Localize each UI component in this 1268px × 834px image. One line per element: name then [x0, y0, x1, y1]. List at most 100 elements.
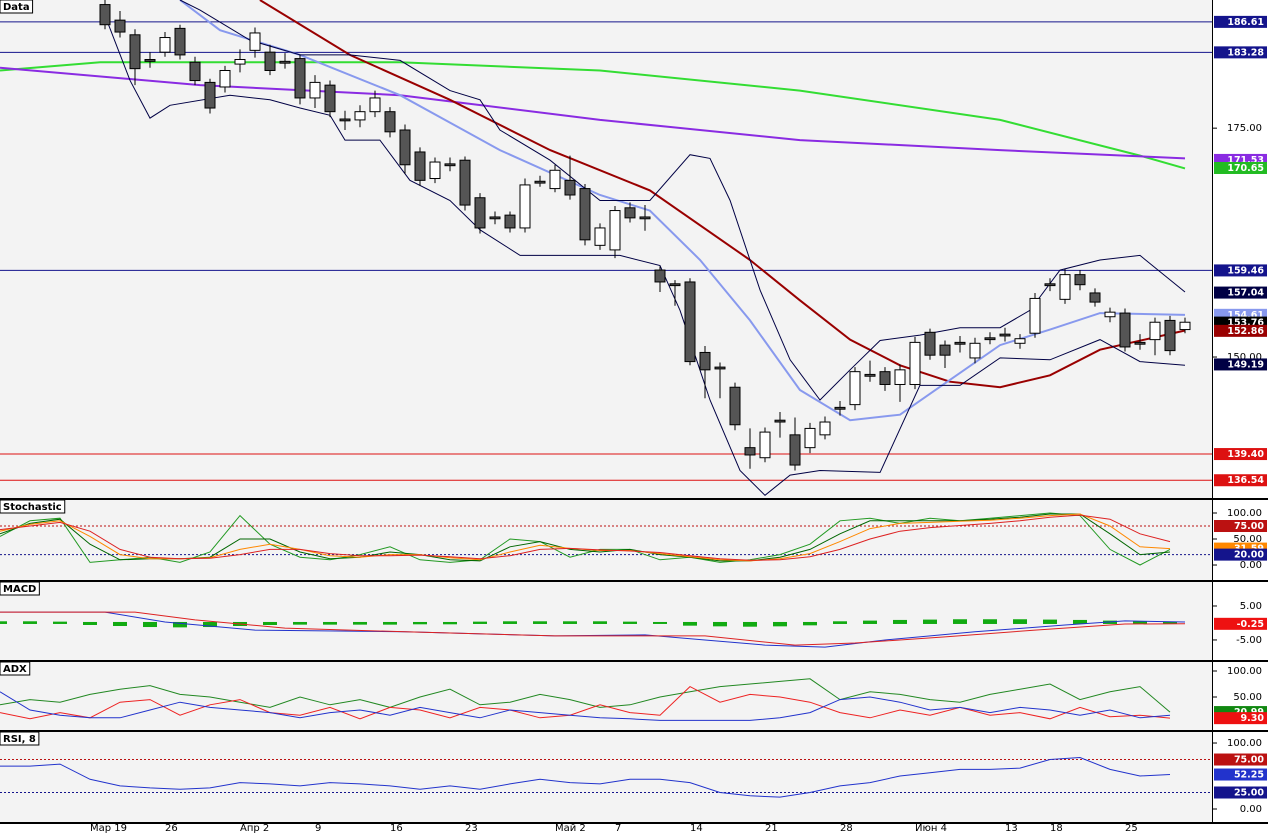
- candle-body: [999, 333, 1011, 337]
- candle-body: [279, 60, 291, 64]
- indicator-line: [0, 678, 1171, 713]
- candle-body: [99, 4, 111, 26]
- candle-body: [429, 161, 441, 180]
- candle-body: [804, 427, 816, 449]
- candle-body: [1134, 341, 1146, 345]
- histogram-bar: [443, 621, 457, 625]
- histogram-bar: [713, 621, 727, 627]
- price-tag-label: 20.00: [1234, 550, 1264, 561]
- price-tag-label: 9.30: [1241, 713, 1265, 724]
- candle-body: [894, 369, 906, 385]
- candle-body: [969, 342, 981, 359]
- candle-body: [1089, 292, 1101, 303]
- histogram-bar: [983, 619, 997, 624]
- candle-body: [309, 81, 321, 99]
- candle-body: [189, 61, 201, 82]
- candle-body: [684, 281, 696, 363]
- price-tag-label: 183.28: [1227, 47, 1264, 58]
- price-tag: [1214, 46, 1267, 59]
- panel-title: Data: [3, 2, 30, 13]
- candle-body: [714, 366, 726, 370]
- x-tick-label: 28: [840, 823, 853, 834]
- candle-body: [159, 37, 171, 53]
- histogram-bar: [533, 621, 547, 624]
- histogram-bar: [1043, 619, 1057, 624]
- histogram-bar: [53, 621, 67, 624]
- histogram-bar: [383, 621, 397, 625]
- panel-title: RSI, 8: [3, 734, 36, 745]
- x-tick-label: 26: [165, 823, 178, 834]
- candle-body: [204, 81, 216, 109]
- candle-body: [699, 351, 711, 371]
- x-tick-label: 21: [765, 823, 778, 834]
- price-tag: [1214, 15, 1267, 28]
- histogram-bar: [83, 621, 97, 625]
- panel-title: MACD: [3, 584, 36, 595]
- price-tag-label: 136.54: [1227, 475, 1264, 486]
- y-tick-label: 5.00: [1240, 601, 1262, 612]
- histogram-bar: [893, 619, 907, 624]
- candle-body: [954, 341, 966, 345]
- candle-body: [549, 169, 561, 190]
- candle-body: [474, 197, 486, 229]
- plot-area: [0, 0, 1212, 496]
- candle-body: [369, 97, 381, 113]
- y-tick-label: 0.00: [1240, 560, 1262, 571]
- histogram-bar: [773, 621, 787, 627]
- candle-body: [594, 227, 606, 246]
- price-tag-label: -0.25: [1237, 619, 1264, 630]
- candle-body: [1164, 319, 1176, 352]
- candle-body: [129, 34, 141, 70]
- candle-body: [324, 84, 336, 113]
- candle-body: [114, 19, 126, 33]
- candle-body: [729, 386, 741, 426]
- indicator-line: [0, 756, 1171, 798]
- plot-area: [0, 678, 1171, 721]
- price-tag-label: 157.04: [1227, 288, 1264, 299]
- price-tag-label: 152.86: [1227, 326, 1264, 337]
- histogram-bar: [0, 621, 7, 624]
- histogram-bar: [623, 621, 637, 624]
- histogram-bar: [1013, 619, 1027, 624]
- price-tag: [1214, 286, 1267, 299]
- candle-body: [459, 159, 471, 206]
- candle-body: [354, 111, 366, 121]
- x-tick-label: 25: [1125, 823, 1138, 834]
- histogram-bar: [803, 621, 817, 626]
- y-tick-label: 0.00: [1240, 804, 1262, 815]
- price-tag: [1214, 264, 1267, 277]
- price-tag: [1214, 548, 1267, 561]
- candle-body: [1179, 321, 1191, 331]
- candle-body: [1014, 338, 1026, 344]
- x-tick-label: Июн 4: [915, 823, 947, 834]
- price-tag-label: 154.61: [1227, 310, 1264, 321]
- candle-body: [564, 179, 576, 196]
- price-tag-label: 139.40: [1227, 449, 1264, 460]
- panel-background: [0, 732, 1212, 822]
- panel-background: [0, 662, 1212, 730]
- candle-body: [669, 283, 681, 287]
- panel-title: ADX: [3, 664, 27, 675]
- price-tag: [1214, 358, 1267, 371]
- candle-body: [489, 216, 501, 220]
- candle-body: [1044, 283, 1056, 287]
- price-tag-label: 149.19: [1227, 359, 1264, 370]
- price-tag: [1214, 786, 1267, 799]
- panel-title-box: [0, 581, 40, 596]
- histogram-bar: [353, 621, 367, 625]
- price-tag: [1214, 161, 1267, 174]
- histogram-bar: [143, 621, 157, 628]
- panel-title-box: [0, 0, 34, 14]
- histogram-bar: [473, 621, 487, 624]
- histogram-bar: [503, 621, 517, 624]
- indicator-line: [0, 691, 1171, 721]
- price-tag: [1214, 753, 1267, 766]
- price-tag-label: 186.61: [1227, 17, 1264, 28]
- candle-body: [939, 344, 951, 356]
- candle-body: [414, 151, 426, 181]
- indicator-line: [179, 0, 1186, 401]
- histogram-bar: [413, 621, 427, 625]
- candle-body: [1029, 297, 1041, 334]
- panel-background: [0, 582, 1212, 660]
